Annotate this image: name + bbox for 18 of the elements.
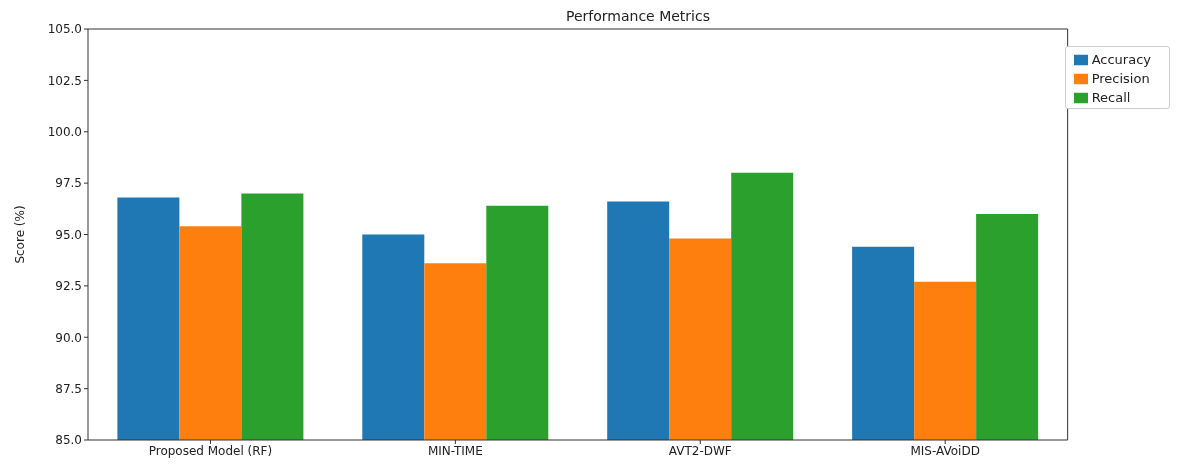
y-tick-label: 102.5 — [47, 73, 82, 88]
y-tick-label: 87.5 — [55, 381, 82, 396]
y-tick-label: 92.5 — [55, 279, 82, 294]
x-tick-label: MIS-AVoiDD — [910, 443, 980, 458]
chart-title: Performance Metrics — [565, 8, 711, 24]
y-tick-label: 90.0 — [55, 330, 82, 345]
y-tick-label: 97.5 — [55, 176, 82, 191]
legend-label: Precision — [1091, 71, 1150, 86]
y-tick-label: 105.0 — [47, 22, 82, 37]
y-tick-label: 100.0 — [47, 125, 82, 140]
y-tick-label: 95.0 — [55, 227, 82, 242]
x-tick-label: MIN-TIME — [427, 443, 483, 458]
legend-label: Recall — [1091, 90, 1131, 105]
y-axis-title: Score (%) — [13, 205, 28, 264]
x-tick-label: AVT2-DWF — [668, 443, 732, 458]
y-tick-label: 85.0 — [55, 433, 82, 448]
x-tick-label: Proposed Model (RF) — [148, 443, 273, 458]
legend-label: Accuracy — [1091, 52, 1151, 67]
